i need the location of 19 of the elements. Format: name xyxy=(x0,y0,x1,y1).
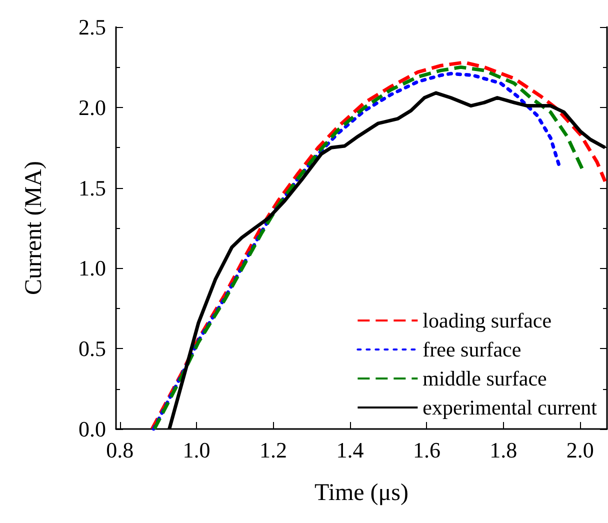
y-axis-title: Current (MA) xyxy=(21,161,47,295)
legend-label: middle surface xyxy=(422,366,547,390)
x-axis-title: Time (μs) xyxy=(314,480,408,506)
y-tick-label: 2.5 xyxy=(78,14,106,40)
y-tick-label: 0.0 xyxy=(78,416,106,442)
x-tick-label: 1.6 xyxy=(412,438,440,462)
x-tick-label: 0.8 xyxy=(106,438,134,462)
y-tick-label: 1.5 xyxy=(78,175,106,200)
legend-label: free surface xyxy=(422,338,522,362)
x-tick-label: 1.2 xyxy=(260,438,288,462)
y-tick-label: 0.5 xyxy=(78,336,106,362)
legend-label: experimental current xyxy=(422,396,598,420)
x-tick-label: 1.4 xyxy=(336,438,364,462)
x-tick-label: 2.0 xyxy=(566,438,594,462)
legend-label: loading surface xyxy=(422,308,552,332)
y-tick-label: 2.0 xyxy=(78,94,106,120)
y-tick-label: 1.0 xyxy=(78,256,106,281)
x-tick-label: 1.0 xyxy=(182,438,210,462)
x-tick-label: 1.8 xyxy=(490,438,518,462)
